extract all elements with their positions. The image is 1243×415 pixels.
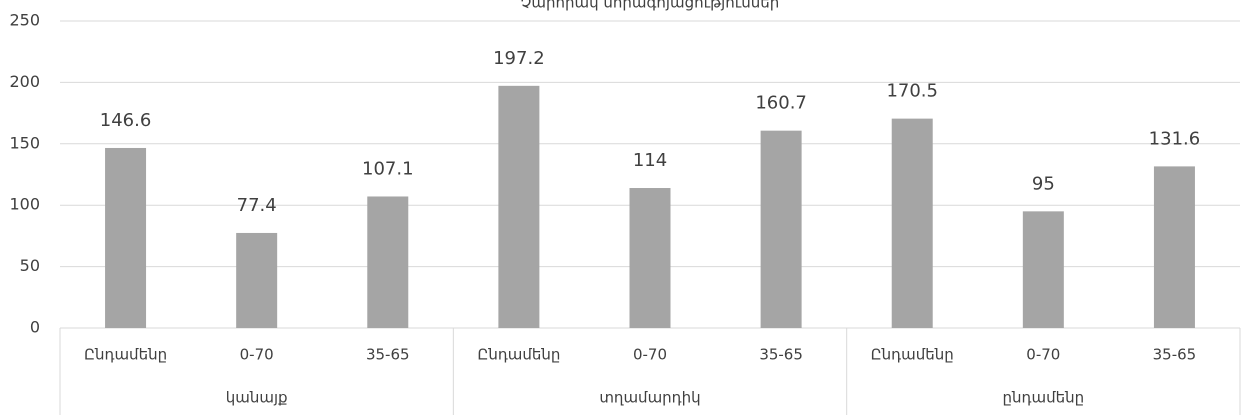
x-tick-label: 35-65 [759,346,803,364]
x-tick-label: 0-70 [240,346,274,364]
y-tick-label: 100 [9,195,40,214]
group-label: կանայք [226,389,288,407]
x-tick-label: 35-65 [366,346,410,364]
bar [1153,166,1195,328]
x-tick-label: Ընդամենը [477,346,560,364]
bar [105,147,147,328]
y-tick-label: 150 [9,133,40,152]
y-tick-label: 50 [20,256,40,275]
value-label: 77.4 [237,195,277,216]
value-label: 131.6 [1149,128,1201,149]
value-label: 107.1 [362,158,414,179]
chart-title: Չարորակ նորագոյացություններ [521,0,780,12]
value-label: 160.7 [755,93,807,114]
y-tick-label: 0 [30,318,40,337]
y-tick-label: 250 [9,11,40,30]
value-label: 146.6 [100,110,152,131]
bar [891,118,933,328]
value-label: 114 [633,150,667,171]
bar [1022,211,1064,328]
x-tick-label: 35-65 [1153,346,1197,364]
value-label: 170.5 [886,81,938,102]
x-tick-label: Ընդամենը [871,346,954,364]
value-label: 197.2 [493,48,545,69]
bar [629,188,671,328]
x-tick-label: Ընդամենը [84,346,167,364]
bar [236,232,278,328]
value-label: 95 [1032,173,1055,194]
x-tick-label: 0-70 [1026,346,1060,364]
bar [498,85,540,328]
group-label: տղամարդիկ [599,389,700,407]
bar [760,130,802,328]
y-tick-label: 200 [9,72,40,91]
x-tick-label: 0-70 [633,346,667,364]
bar [367,196,409,328]
group-label: ընդամենը [1003,389,1085,407]
